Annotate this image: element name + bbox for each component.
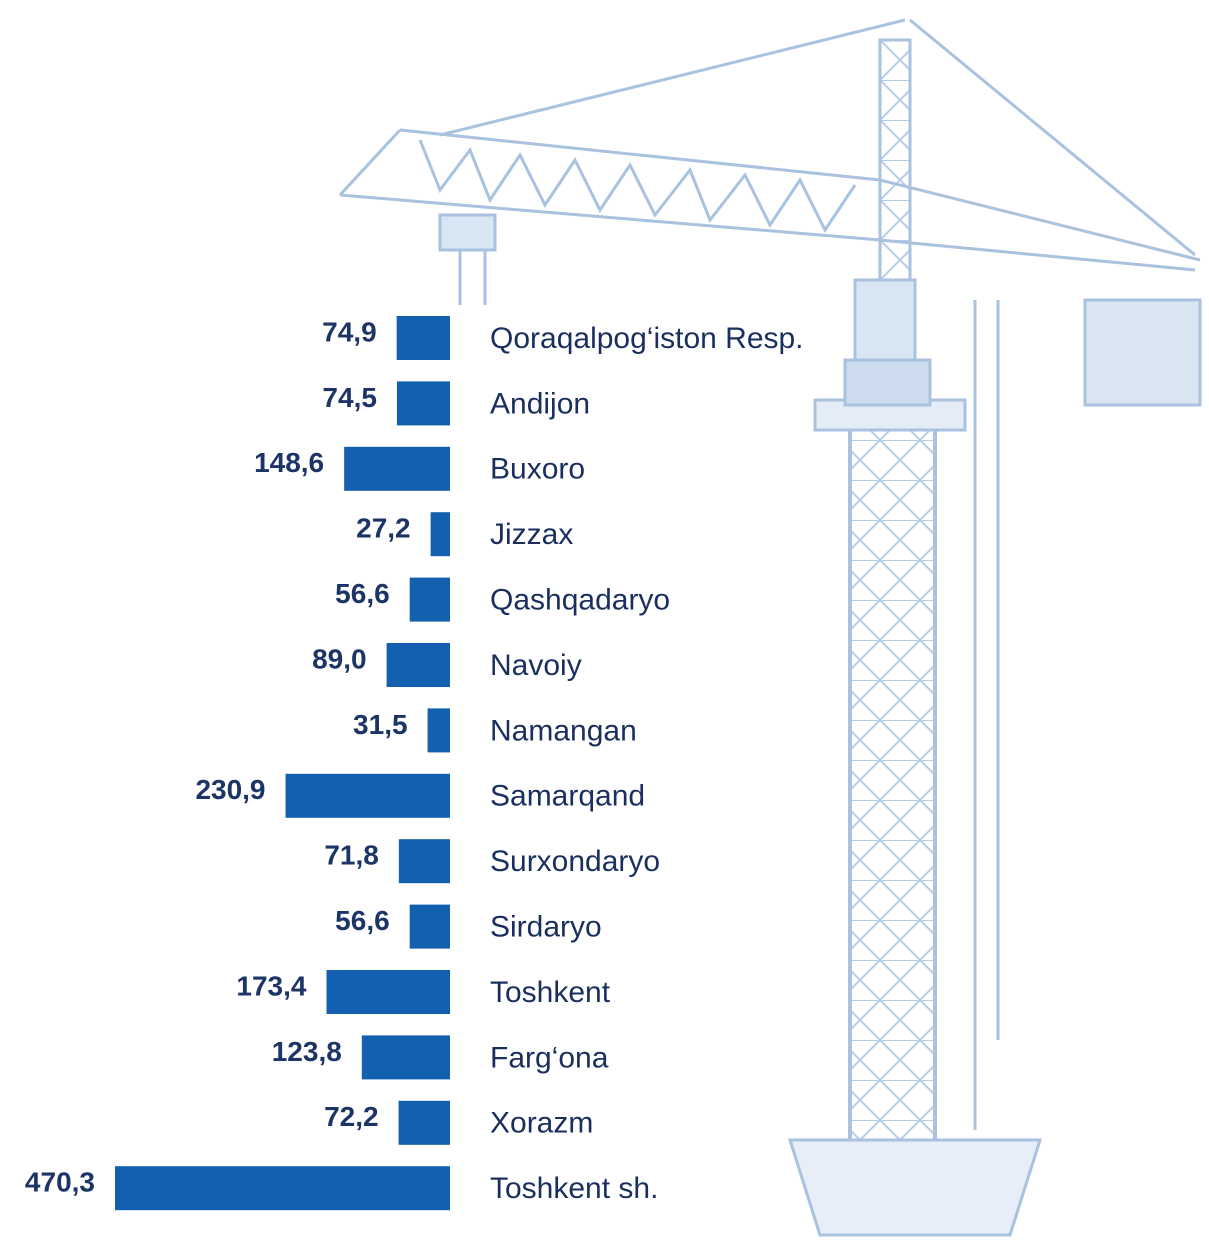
value-label: 230,9 (195, 774, 265, 805)
bar (326, 970, 450, 1014)
category-label: Qoraqalpog‘iston Resp. (490, 322, 804, 355)
plot-area: 74,9 Qoraqalpog‘iston Resp. 74,5 Andijon 148… (25, 316, 804, 1211)
value-label: 27,2 (356, 513, 411, 544)
value-label: 74,5 (322, 382, 377, 413)
bar (396, 381, 450, 426)
category-label: Namangan (490, 714, 637, 747)
category-label: Jizzax (490, 518, 573, 551)
bar (409, 904, 450, 949)
value-label: 123,8 (272, 1036, 342, 1067)
crane-illustration (338, 18, 1202, 1237)
bar (115, 1166, 450, 1211)
category-label: Navoiy (490, 649, 582, 682)
category-label: Andijon (490, 387, 590, 420)
value-label: 74,9 (322, 316, 377, 347)
value-label: 173,4 (236, 970, 306, 1001)
value-label: 56,6 (335, 905, 390, 936)
category-label: Samarqand (490, 780, 645, 813)
bar (285, 773, 450, 818)
bar (344, 446, 450, 491)
bar (361, 1035, 450, 1080)
value-label: 56,6 (335, 578, 390, 609)
value-label: 470,3 (25, 1167, 95, 1198)
bar (398, 839, 450, 884)
bar (427, 708, 450, 753)
category-label: Qashqadaryo (490, 584, 670, 617)
bar (398, 1100, 450, 1145)
bar (396, 316, 450, 360)
value-label: 31,5 (353, 709, 408, 740)
bar (409, 577, 450, 622)
category-label: Farg‘ona (490, 1041, 609, 1074)
value-label: 71,8 (324, 840, 379, 871)
category-label: Surxondaryo (490, 845, 660, 878)
category-label: Xorazm (490, 1107, 593, 1140)
bar (430, 512, 450, 557)
category-label: Toshkent sh. (490, 1172, 658, 1205)
category-label: Toshkent (490, 976, 611, 1009)
category-label: Sirdaryo (490, 911, 602, 944)
bar (386, 643, 450, 687)
value-label: 89,0 (312, 643, 367, 674)
value-label: 72,2 (324, 1101, 379, 1132)
value-label: 148,6 (254, 447, 324, 478)
category-label: Buxoro (490, 453, 585, 486)
